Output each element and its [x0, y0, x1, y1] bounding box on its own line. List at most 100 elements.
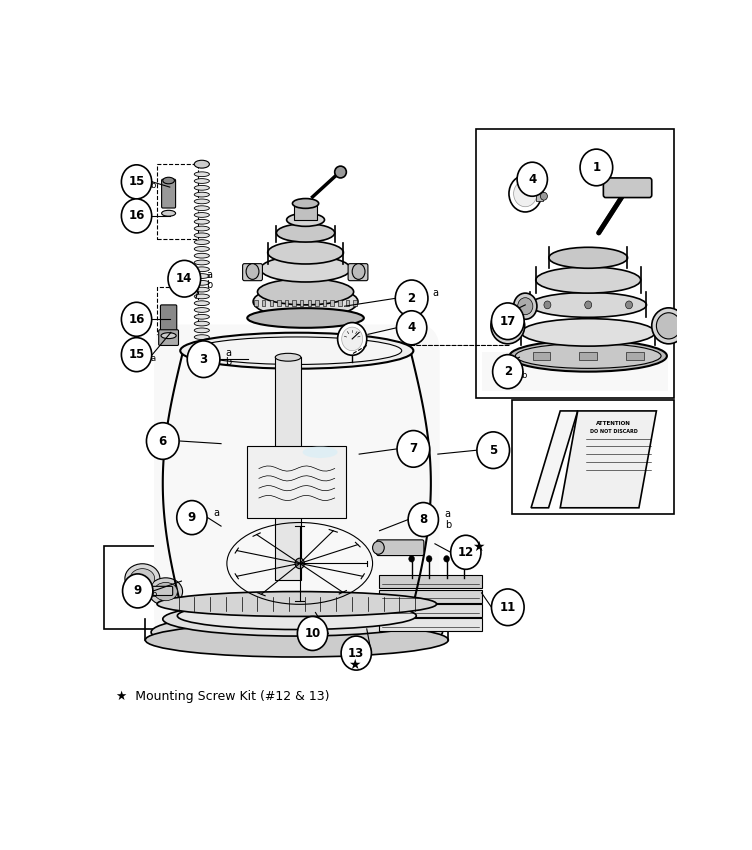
FancyBboxPatch shape	[254, 300, 258, 306]
Ellipse shape	[194, 246, 209, 252]
Ellipse shape	[335, 166, 347, 178]
Ellipse shape	[510, 340, 667, 371]
Ellipse shape	[194, 240, 209, 245]
FancyBboxPatch shape	[476, 129, 674, 398]
FancyBboxPatch shape	[533, 352, 550, 360]
Text: 10: 10	[305, 627, 320, 640]
FancyBboxPatch shape	[535, 186, 543, 201]
Text: ★: ★	[472, 540, 485, 554]
Ellipse shape	[194, 321, 209, 326]
Circle shape	[408, 502, 438, 536]
Circle shape	[514, 293, 537, 320]
Ellipse shape	[194, 219, 209, 224]
Ellipse shape	[194, 199, 209, 204]
Circle shape	[517, 298, 533, 314]
Ellipse shape	[253, 286, 358, 318]
Circle shape	[541, 192, 547, 201]
FancyBboxPatch shape	[308, 300, 311, 306]
Circle shape	[123, 574, 153, 608]
Circle shape	[341, 327, 362, 351]
Ellipse shape	[194, 172, 209, 177]
FancyBboxPatch shape	[348, 264, 368, 280]
Ellipse shape	[496, 313, 520, 339]
Polygon shape	[560, 411, 656, 507]
Circle shape	[147, 422, 179, 459]
Ellipse shape	[194, 294, 209, 299]
Ellipse shape	[194, 348, 209, 353]
FancyBboxPatch shape	[262, 300, 265, 306]
Ellipse shape	[246, 264, 259, 280]
Ellipse shape	[194, 253, 209, 258]
Circle shape	[396, 280, 428, 317]
FancyBboxPatch shape	[346, 300, 349, 306]
FancyBboxPatch shape	[275, 357, 301, 580]
Circle shape	[121, 337, 152, 371]
Ellipse shape	[192, 337, 402, 365]
FancyBboxPatch shape	[379, 604, 482, 617]
Ellipse shape	[268, 241, 344, 264]
Ellipse shape	[530, 292, 647, 317]
Circle shape	[517, 162, 547, 196]
Text: 11: 11	[499, 601, 516, 614]
Circle shape	[450, 536, 481, 570]
Circle shape	[493, 354, 523, 388]
Ellipse shape	[194, 267, 209, 272]
Text: 15: 15	[129, 348, 144, 361]
Ellipse shape	[194, 314, 209, 319]
Circle shape	[177, 501, 207, 535]
Ellipse shape	[352, 264, 365, 280]
FancyBboxPatch shape	[603, 178, 652, 197]
Ellipse shape	[194, 233, 209, 238]
FancyBboxPatch shape	[323, 300, 326, 306]
Ellipse shape	[162, 178, 174, 184]
Text: a: a	[213, 508, 219, 518]
Ellipse shape	[247, 309, 364, 328]
Text: 13: 13	[348, 647, 365, 660]
Circle shape	[338, 322, 367, 355]
Ellipse shape	[162, 602, 431, 636]
FancyBboxPatch shape	[379, 590, 482, 603]
Text: 1: 1	[593, 161, 600, 174]
Circle shape	[585, 301, 592, 309]
Ellipse shape	[194, 328, 209, 332]
Text: 4: 4	[408, 321, 416, 334]
FancyBboxPatch shape	[294, 203, 317, 220]
FancyBboxPatch shape	[277, 300, 280, 306]
FancyBboxPatch shape	[338, 300, 341, 306]
Ellipse shape	[491, 308, 525, 344]
Text: 2: 2	[408, 292, 416, 305]
FancyBboxPatch shape	[626, 352, 644, 360]
FancyBboxPatch shape	[481, 352, 668, 391]
FancyBboxPatch shape	[269, 300, 273, 306]
Ellipse shape	[194, 212, 209, 218]
FancyBboxPatch shape	[243, 264, 262, 280]
Ellipse shape	[194, 192, 209, 197]
Circle shape	[168, 260, 201, 297]
Text: 17: 17	[499, 314, 516, 328]
Ellipse shape	[194, 287, 209, 292]
Ellipse shape	[275, 354, 301, 361]
Ellipse shape	[180, 332, 414, 369]
FancyBboxPatch shape	[377, 540, 424, 556]
Ellipse shape	[194, 226, 209, 231]
Text: b: b	[445, 520, 451, 530]
Ellipse shape	[194, 260, 209, 265]
Text: b: b	[521, 371, 527, 380]
Ellipse shape	[162, 210, 176, 216]
Ellipse shape	[194, 301, 209, 305]
Circle shape	[396, 311, 427, 345]
Circle shape	[444, 556, 450, 562]
Text: a: a	[432, 288, 438, 298]
Ellipse shape	[194, 185, 209, 190]
Circle shape	[514, 180, 537, 207]
Text: a: a	[445, 509, 451, 519]
Ellipse shape	[652, 308, 686, 344]
FancyBboxPatch shape	[162, 179, 176, 208]
Ellipse shape	[194, 178, 209, 184]
Circle shape	[409, 556, 414, 562]
FancyBboxPatch shape	[512, 400, 674, 514]
FancyBboxPatch shape	[247, 445, 347, 518]
FancyBboxPatch shape	[315, 300, 319, 306]
Ellipse shape	[277, 224, 335, 242]
FancyBboxPatch shape	[159, 330, 178, 345]
